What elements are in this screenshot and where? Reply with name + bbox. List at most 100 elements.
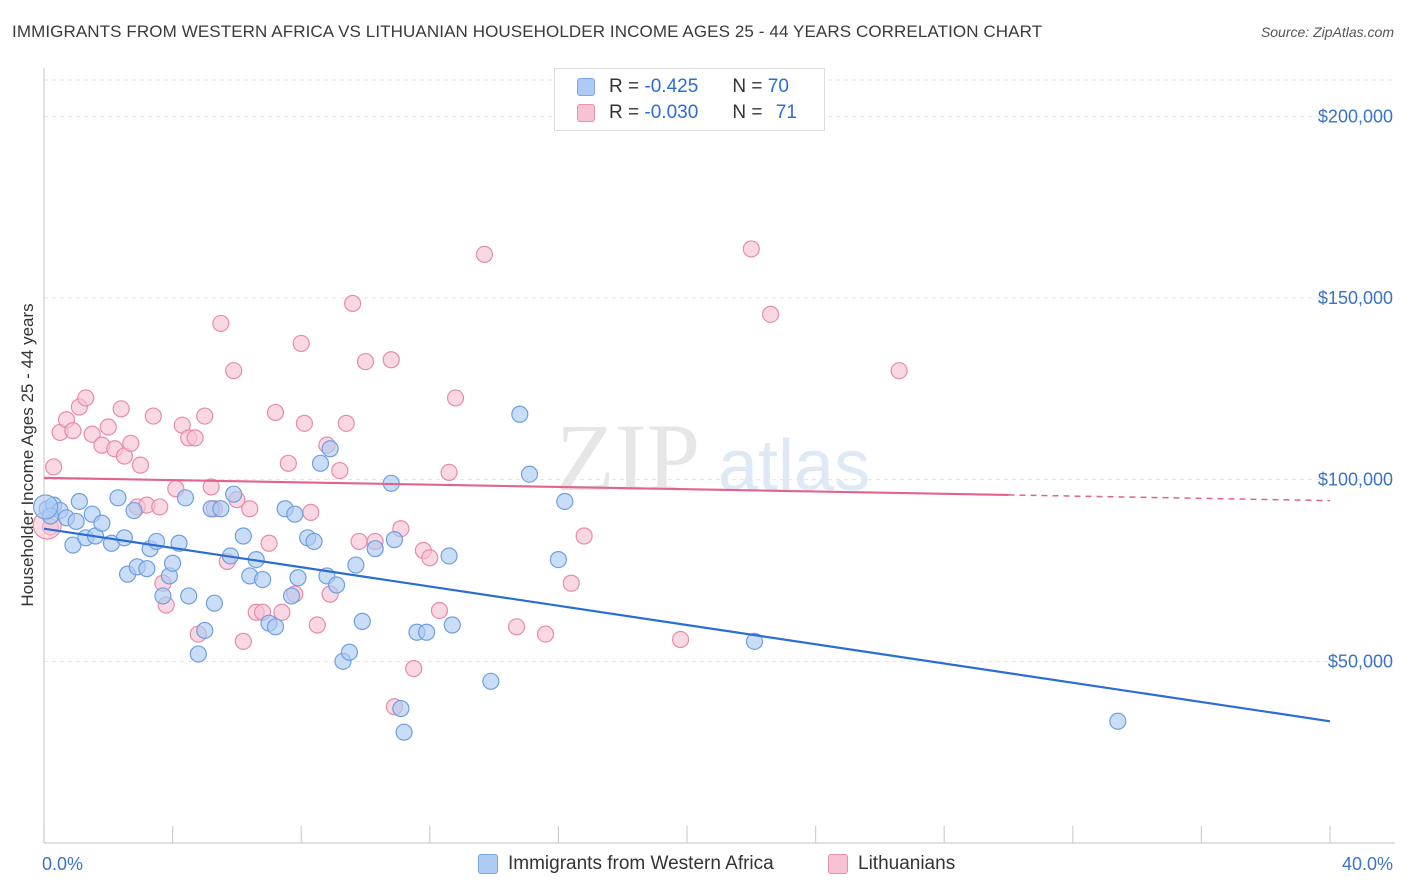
- western-africa-point: [1109, 712, 1127, 730]
- lithuanians-point: [421, 549, 439, 567]
- bottom-legend-lithuanians: Lithuanians: [828, 851, 955, 877]
- watermark-zip: ZIP: [556, 404, 700, 511]
- lithuanians-point: [331, 461, 349, 480]
- western-africa-point: [176, 489, 195, 507]
- western-africa-point: [305, 532, 323, 551]
- lithuanians-point: [122, 434, 140, 452]
- western-africa-point: [549, 550, 568, 569]
- western-africa-point: [395, 723, 413, 741]
- lithuanians-point: [234, 632, 252, 650]
- western-africa-point: [138, 560, 156, 578]
- western-africa-point: [64, 536, 82, 554]
- correlation-legend: R = -0.425 N = 70 R = -0.030 N = 71: [554, 68, 825, 131]
- legend-n-value: 71: [775, 102, 797, 123]
- lithuanians-point: [202, 478, 220, 496]
- western-africa-point: [289, 569, 307, 587]
- axes: [43, 68, 1395, 844]
- legend-row-western-africa: R = -0.425 N = 70: [577, 75, 789, 99]
- western-africa-point: [321, 440, 339, 458]
- western-africa-trend-line: [43, 527, 1331, 723]
- y-tick-labels: $50,000 $100,000 $150,000 $200,000: [1318, 106, 1393, 671]
- lithuanians-point: [292, 334, 310, 353]
- legend-swatch-blue: [577, 78, 595, 96]
- lithuanians-point: [196, 407, 214, 425]
- legend-r-value: -0.030: [644, 102, 699, 123]
- lithuanians-point: [99, 418, 117, 436]
- western-africa-point: [70, 492, 88, 511]
- western-africa-point: [93, 514, 111, 532]
- watermark-atlas: atlas: [718, 426, 870, 506]
- x-tick-label-right: 40.0%: [1342, 854, 1393, 874]
- y-tick-label: $50,000: [1328, 651, 1393, 671]
- lithuanians-point: [295, 414, 314, 432]
- lithuanians-point: [266, 403, 285, 422]
- lithuanians-point: [260, 534, 278, 552]
- lithuanians-point: [742, 240, 760, 258]
- western-africa-point: [353, 612, 371, 630]
- western-africa-point: [385, 531, 404, 549]
- western-africa-point: [366, 540, 384, 558]
- western-africa-point: [745, 632, 764, 650]
- lithuanians-point: [430, 601, 449, 620]
- western-africa-point: [196, 621, 214, 640]
- lithuanians-point: [405, 659, 423, 678]
- lithuanians-point: [279, 454, 297, 472]
- bottom-legend-label: Lithuanians: [858, 853, 956, 874]
- western-africa-point: [556, 492, 574, 511]
- western-africa-point: [180, 587, 198, 605]
- western-africa-point: [443, 616, 461, 634]
- western-africa-point: [254, 570, 272, 589]
- lithuanians-point: [890, 362, 908, 380]
- lithuanians-point: [575, 527, 593, 545]
- lithuanians-point: [83, 425, 101, 443]
- lithuanians-point: [77, 389, 95, 407]
- lithuanians-point: [337, 414, 355, 432]
- lithuanians-point: [440, 463, 458, 481]
- lithuanians-point: [761, 305, 780, 323]
- bottom-legend-label: Immigrants from Western Africa: [508, 853, 774, 874]
- lithuanians-point: [273, 603, 291, 621]
- lithuanians-point: [475, 245, 494, 263]
- lithuanians-point: [45, 458, 63, 476]
- lithuanians-point: [64, 422, 82, 440]
- lithuanians-point: [356, 352, 375, 371]
- legend-r-label: R =: [609, 102, 640, 123]
- western-africa-point: [520, 465, 539, 483]
- western-africa-point: [340, 643, 359, 661]
- western-africa-point: [311, 454, 330, 472]
- lithuanians-point: [112, 400, 130, 418]
- lithuanians-point: [508, 618, 526, 636]
- western-africa-points: [33, 405, 1127, 741]
- western-africa-point: [115, 529, 133, 547]
- lithuanians-point: [562, 574, 580, 592]
- lithuanians-point: [382, 351, 400, 369]
- western-africa-point: [482, 672, 500, 690]
- western-africa-point: [205, 594, 223, 612]
- lithuanians-point: [241, 500, 259, 518]
- western-africa-point: [225, 485, 243, 503]
- western-africa-point: [154, 587, 172, 605]
- y-tick-label: $100,000: [1318, 470, 1393, 490]
- legend-n-label: N =: [732, 76, 763, 97]
- lithuanians-point: [344, 294, 362, 313]
- lithuanians-point: [186, 429, 204, 447]
- legend-swatch-pink: [577, 104, 595, 122]
- western-africa-point: [392, 699, 410, 718]
- lithuanians-points: [32, 240, 908, 716]
- western-africa-point: [440, 547, 458, 565]
- western-africa-point: [189, 645, 207, 663]
- western-africa-point: [109, 489, 127, 507]
- lithuanians-point: [671, 630, 690, 649]
- western-africa-point: [511, 405, 529, 423]
- lithuanians-point: [225, 362, 243, 380]
- lithuanians-point: [212, 314, 230, 333]
- legend-n-label: N =: [732, 102, 763, 123]
- western-africa-point: [212, 500, 230, 518]
- bottom-legend-swatch-pink: [828, 854, 848, 874]
- legend-n-value: 70: [767, 76, 789, 97]
- source-label: Source: ZipAtlas.com: [1260, 24, 1394, 40]
- western-africa-point: [286, 505, 304, 523]
- lithuanians-point: [302, 503, 320, 521]
- lithuanians-point: [446, 389, 465, 407]
